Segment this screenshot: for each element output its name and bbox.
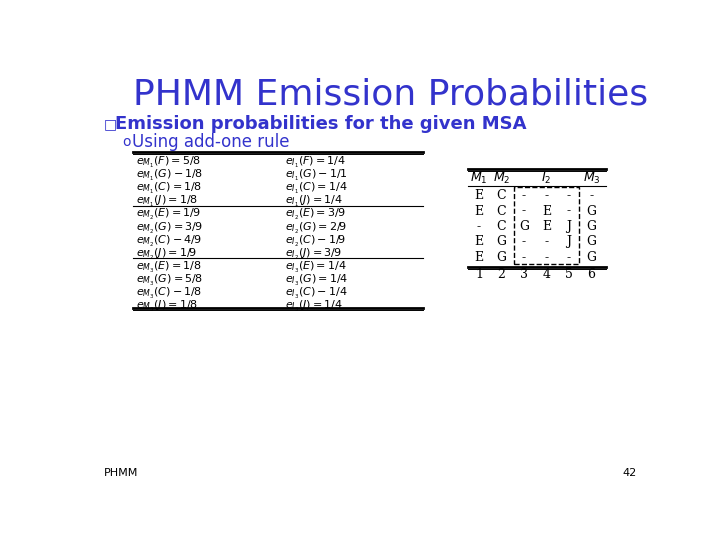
Text: 2: 2 [498,268,505,281]
Text: $e_{I_3}(J) = 1/4$: $e_{I_3}(J) = 1/4$ [285,299,343,314]
Text: -: - [477,220,481,233]
Text: $e_{M_1}(J) = 1/8$: $e_{M_1}(J) = 1/8$ [136,194,197,210]
Text: PHMM: PHMM [104,468,138,478]
Text: $e_{M_3}(G) = 5/8$: $e_{M_3}(G) = 5/8$ [136,273,203,288]
Text: $e_{I_2}(G) = 2/9$: $e_{I_2}(G) = 2/9$ [285,220,347,235]
Text: $e_{I_1}(J) = 1/4$: $e_{I_1}(J) = 1/4$ [285,194,343,210]
Text: 3: 3 [520,268,528,281]
Text: $I_2$: $I_2$ [541,171,552,186]
Text: -: - [522,235,526,248]
Text: -: - [522,251,526,264]
Text: E: E [474,189,484,202]
Text: $e_{M_1}(F) = 5/8$: $e_{M_1}(F) = 5/8$ [136,155,201,170]
Text: $e_{M_1}(G) - 1/8$: $e_{M_1}(G) - 1/8$ [136,168,203,183]
Text: 4: 4 [542,268,551,281]
Text: $e_{M_1}(C) = 1/8$: $e_{M_1}(C) = 1/8$ [136,181,202,197]
Text: G: G [586,220,596,233]
Text: G: G [497,251,507,264]
Text: $e_{I_1}(G) - 1/1$: $e_{I_1}(G) - 1/1$ [285,168,348,183]
Text: -: - [522,189,526,202]
Bar [514,187,579,264]
Text: J: J [567,220,572,233]
Text: $e_{M_2}(G) = 3/9$: $e_{M_2}(G) = 3/9$ [136,220,202,235]
Text: $M_1$: $M_1$ [470,171,488,186]
Text: -: - [567,251,571,264]
Text: -: - [544,189,549,202]
Text: -: - [522,205,526,218]
Text: $e_{I_2}(J) = 3/9$: $e_{I_2}(J) = 3/9$ [285,247,342,262]
Text: $e_{I_3}(G) = 1/4$: $e_{I_3}(G) = 1/4$ [285,273,348,288]
Text: $e_{M_3}(E) = 1/8$: $e_{M_3}(E) = 1/8$ [136,260,202,275]
Text: Using add-one rule: Using add-one rule [132,133,289,151]
Text: PHMM Emission Probabilities: PHMM Emission Probabilities [132,77,648,111]
Text: 5: 5 [565,268,573,281]
Text: $e_{I_1}(F) = 1/4$: $e_{I_1}(F) = 1/4$ [285,155,346,170]
Text: C: C [497,189,506,202]
Text: -: - [567,205,571,218]
Text: $e_{M_3}(C) - 1/8$: $e_{M_3}(C) - 1/8$ [136,286,202,301]
Text: J: J [567,235,572,248]
Text: 1: 1 [475,268,483,281]
Text: G: G [519,220,529,233]
Text: $e_{M_2}(C) - 4/9$: $e_{M_2}(C) - 4/9$ [136,234,202,248]
Text: $e_{M_3}(J) = 1/8$: $e_{M_3}(J) = 1/8$ [136,299,197,314]
Text: E: E [474,205,484,218]
Text: G: G [586,205,596,218]
Text: $e_{I_3}(C) - 1/4$: $e_{I_3}(C) - 1/4$ [285,286,348,301]
Text: o: o [122,135,131,149]
Text: -: - [590,189,593,202]
Text: -: - [544,251,549,264]
Text: G: G [586,235,596,248]
Text: $e_{I_3}(E) = 1/4$: $e_{I_3}(E) = 1/4$ [285,260,347,275]
Text: $e_{M_2}(E) = 1/9$: $e_{M_2}(E) = 1/9$ [136,207,201,222]
Text: G: G [586,251,596,264]
Text: E: E [474,251,484,264]
Text: $M_3$: $M_3$ [582,171,600,186]
Text: $e_{I_2}(E) = 3/9$: $e_{I_2}(E) = 3/9$ [285,207,346,222]
Text: -: - [567,189,571,202]
Text: $e_{I_2}(C) - 1/9$: $e_{I_2}(C) - 1/9$ [285,234,346,248]
Text: C: C [497,220,506,233]
Text: Emission probabilities for the given MSA: Emission probabilities for the given MSA [114,115,526,133]
Text: 6: 6 [588,268,595,281]
Text: E: E [474,235,484,248]
Text: E: E [542,220,551,233]
Text: E: E [542,205,551,218]
Text: C: C [497,205,506,218]
Text: □: □ [104,117,117,131]
Text: $e_{I_1}(C) = 1/4$: $e_{I_1}(C) = 1/4$ [285,181,348,197]
Text: G: G [497,235,507,248]
Text: $M_2$: $M_2$ [492,171,510,186]
Text: 42: 42 [623,468,637,478]
Text: -: - [544,235,549,248]
Text: $e_{M_2}(J) = 1/9$: $e_{M_2}(J) = 1/9$ [136,247,197,262]
